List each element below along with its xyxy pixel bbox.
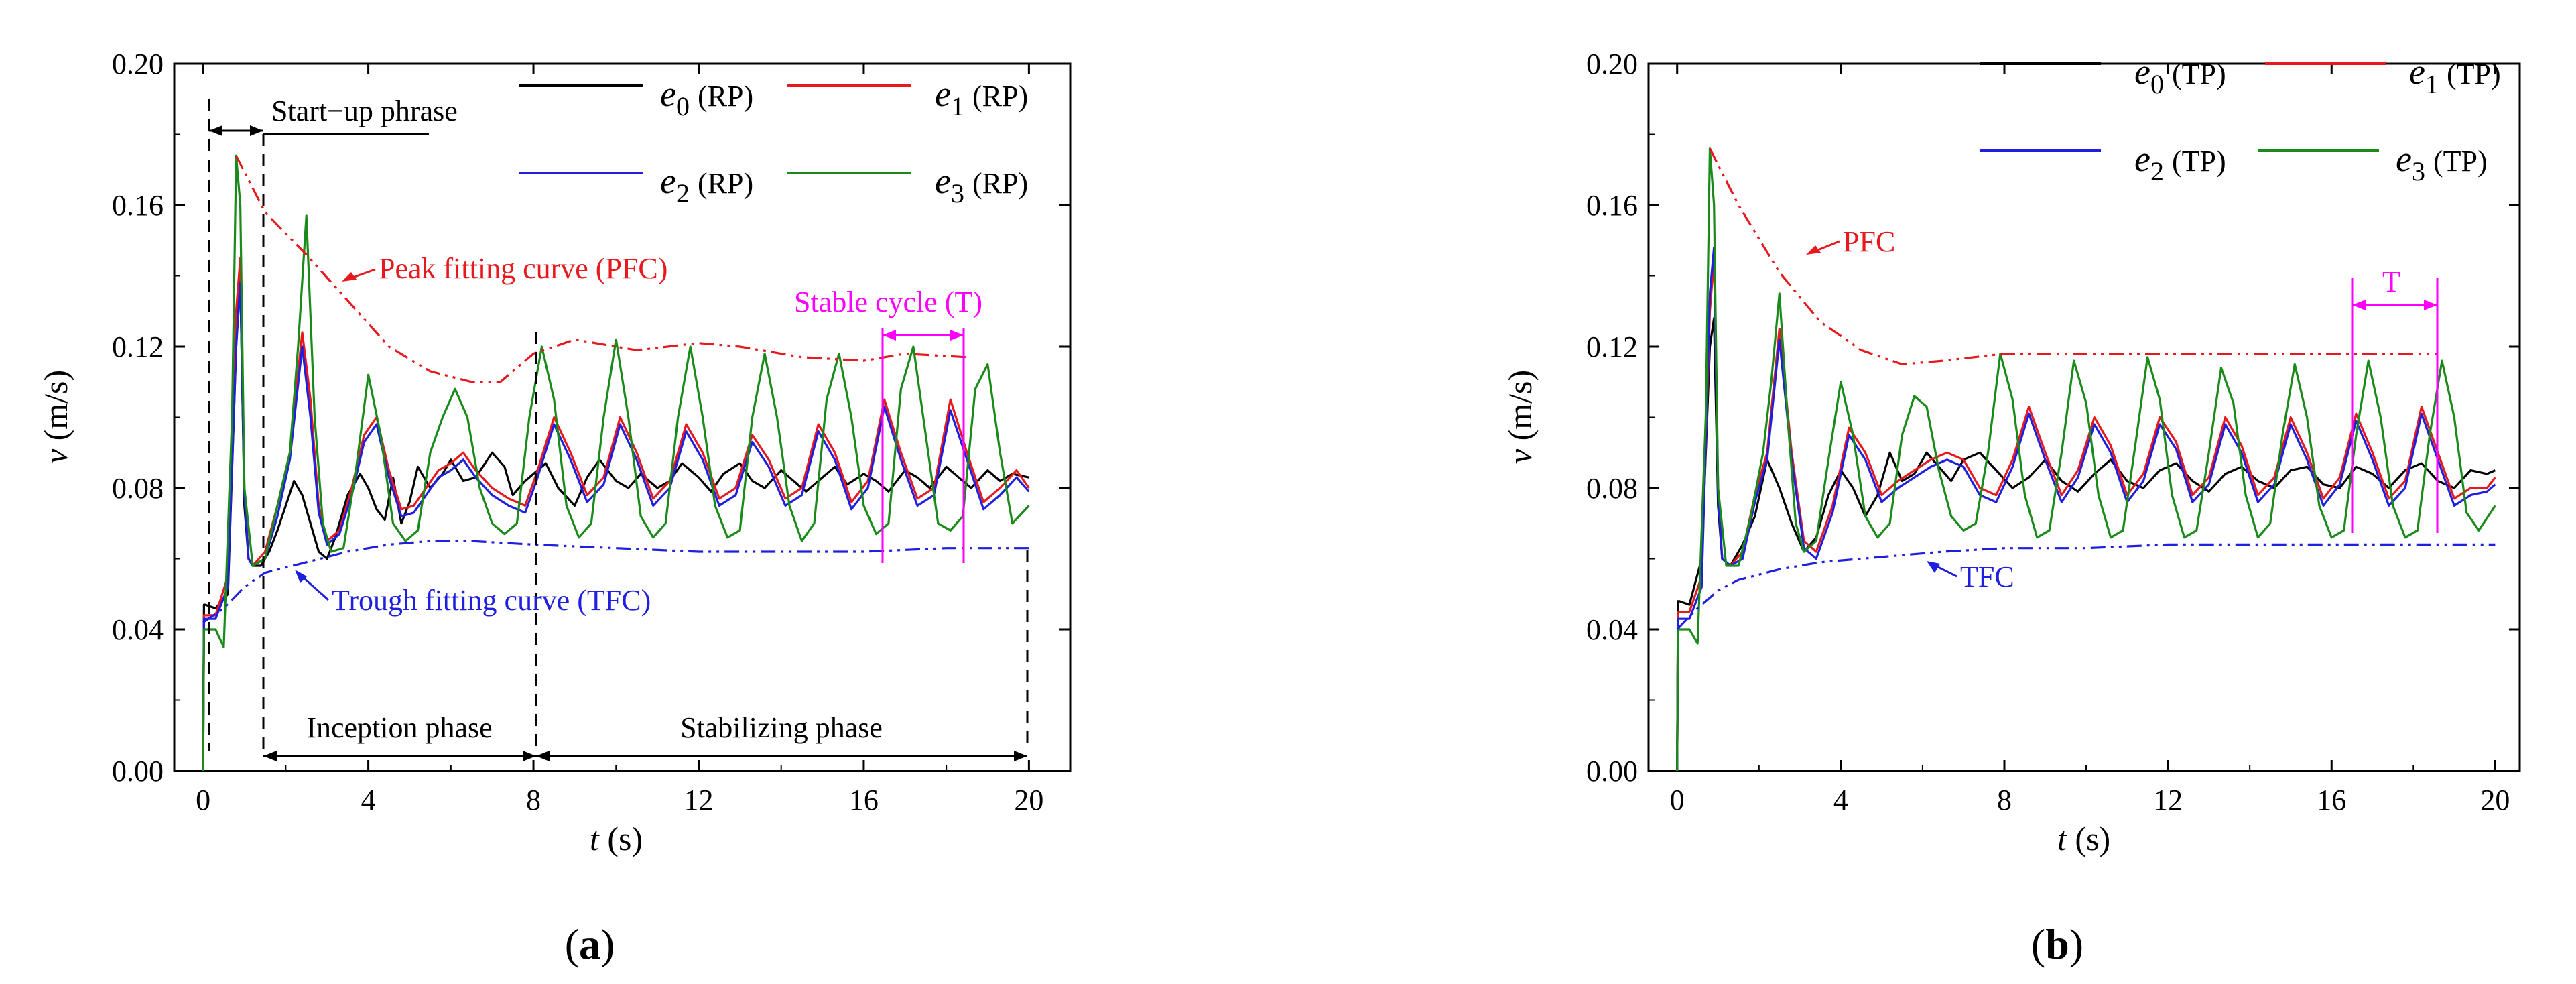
y-tick-label: 0.20 [1586, 48, 1638, 80]
x-tick-label: 12 [684, 784, 713, 816]
legend-item-e1-b: e1 (TP) [2265, 52, 2501, 99]
series-line-e1-b [1676, 257, 2496, 772]
y-tick-label: 0.12 [112, 330, 164, 363]
startup-arrowheads [209, 125, 263, 136]
pfc-pointer-head-b [1806, 245, 1821, 255]
y-tick-label: 0.12 [1586, 330, 1638, 363]
fit-curve-pfc-a [235, 155, 968, 383]
legend-text-e1-b: e1 (TP) [2409, 52, 2501, 99]
y-tick-label: 0.16 [1586, 189, 1638, 222]
legend-b: e0 (TP) e1 (TP) e2 (TP) e3 (TP) [1980, 52, 2501, 186]
legend-text-e2-a: e2 (RP) [660, 161, 753, 208]
series-line-e0-a [202, 274, 1029, 772]
x-tick-label: 12 [2153, 784, 2183, 816]
x-tick-label: 8 [1997, 784, 2012, 816]
y-axis-label-b: v (m/s) [1501, 370, 1539, 464]
series-line-e3-a [202, 154, 1030, 772]
legend-item-e2-b: e2 (TP) [1980, 139, 2226, 186]
legend-a: e0 (RP) e1 (RP) e2 (RP) e3 (RP) [519, 74, 1028, 208]
phase-markers-a: Start−up phrase Inception phase Stabiliz… [208, 95, 1029, 761]
plot-frame-b [1647, 62, 2521, 772]
y-tick-label: 0.08 [1586, 472, 1638, 505]
legend-text-e0-a: e0 (RP) [660, 74, 753, 121]
chart-panel-a: 0 4 8 12 16 200.000.040.080.120.160.20 t (s) … [37, 48, 1072, 968]
tfc-label-b: TFC [1960, 560, 2014, 593]
chart-panel-b: 0 4 8 12 16 200.000.040.080.120.160.20 t (s) … [1501, 48, 2521, 968]
startup-label: Start−up phrase [271, 95, 458, 127]
legend-item-e0-b: e0 (TP) [1980, 52, 2226, 99]
fit-curves-b [1676, 147, 2496, 631]
pfc-pointer-head-a [342, 272, 357, 282]
x-tick-label: 20 [1014, 784, 1043, 816]
fit-annotations-b: PFC TFC T [1806, 225, 2439, 593]
x-tick-label: 16 [2317, 784, 2346, 816]
data-series-a [202, 154, 1030, 772]
x-tick-label: 0 [1670, 784, 1685, 816]
series-line-e2-a [202, 282, 1030, 772]
x-tick-label: 16 [849, 784, 879, 816]
tfc-pointer-head-a [295, 570, 307, 583]
pfc-label-a: Peak fitting curve (PFC) [379, 252, 667, 285]
legend-item-e1-a: e1 (RP) [787, 74, 1028, 121]
y-tick-label: 0.04 [1586, 613, 1638, 646]
x-axis-label-a: t (s) [590, 820, 643, 857]
legend-text-e0-b: e0 (TP) [2134, 52, 2226, 99]
x-tick-label: 8 [526, 784, 541, 816]
y-tick-label: 0.20 [112, 48, 164, 80]
legend-text-e1-a: e1 (RP) [935, 74, 1028, 121]
tfc-label-a: Trough fitting curve (TFC) [332, 584, 651, 617]
stabilizing-label: Stabilizing phase [680, 711, 883, 744]
series-line-e2-b [1676, 246, 2496, 772]
y-tick-label: 0.00 [1586, 755, 1638, 788]
legend-text-e3-b: e3 (TP) [2396, 139, 2488, 186]
y-tick-label: 0.04 [112, 613, 164, 646]
panel-label-a: (a) [565, 920, 615, 968]
axis-ticks-b: 0 4 8 12 16 20 0.00 0.04 0.08 0.12 0.16 0.20 [1586, 48, 2520, 816]
y-axis-label-a: v (m/s) [37, 370, 74, 464]
y-tick-label: 0.00 [112, 755, 164, 788]
fit-curves-a [202, 155, 1029, 623]
pfc-label-b: PFC [1843, 225, 1895, 258]
x-tick-label: 4 [361, 784, 376, 816]
x-tick-label: 4 [1833, 784, 1848, 816]
stable-cycle-label-b: T [2382, 265, 2400, 298]
stable-cycle-label-a: Stable cycle (T) [794, 286, 982, 318]
x-tick-label: 20 [2480, 784, 2510, 816]
fit-curve-pfc-b [1709, 147, 2438, 366]
legend-item-e3-a: e3 (RP) [787, 161, 1028, 208]
axis-ticks-a: 0 4 8 12 16 20 0.00 0.04 0.08 0.12 0.16 0.20 [112, 48, 1070, 816]
x-axis-label-b: t (s) [2057, 820, 2110, 857]
x-tick-label: 0 [196, 784, 210, 816]
fit-curve-tfc-b [1676, 543, 2496, 631]
fit-annotations-a: Peak fitting curve (PFC) Trough fitting … [295, 252, 982, 617]
y-tick-label: 0.16 [112, 189, 164, 222]
series-line-e3-b [1676, 147, 2496, 772]
legend-item-e2-a: e2 (RP) [519, 161, 753, 208]
y-tick-label: 0.08 [112, 472, 164, 505]
legend-item-e3-b: e3 (TP) [2258, 139, 2488, 186]
legend-item-e0-a: e0 (RP) [519, 74, 753, 121]
legend-text-e2-b: e2 (TP) [2134, 139, 2226, 186]
legend-text-e3-a: e3 (RP) [935, 161, 1028, 208]
data-series-b [1676, 147, 2496, 772]
tfc-pointer-head-b [1927, 561, 1940, 573]
inception-label: Inception phase [306, 711, 492, 744]
panel-label-b: (b) [2031, 920, 2083, 968]
